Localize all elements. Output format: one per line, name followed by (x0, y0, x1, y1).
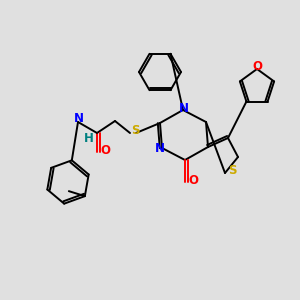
Text: N: N (74, 112, 84, 125)
Text: S: S (228, 164, 236, 178)
Text: S: S (131, 124, 139, 137)
Text: N: N (155, 142, 165, 155)
Text: O: O (188, 175, 198, 188)
Text: O: O (252, 61, 262, 74)
Text: O: O (100, 145, 110, 158)
Text: H: H (84, 131, 94, 145)
Text: N: N (179, 101, 189, 115)
